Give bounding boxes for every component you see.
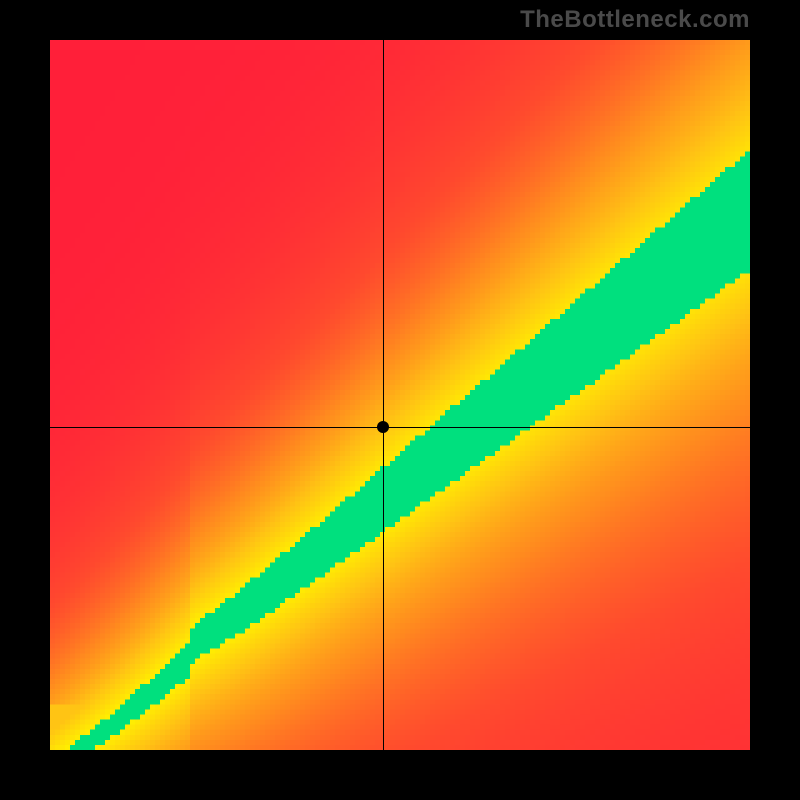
chart-frame	[50, 40, 750, 750]
watermark-text: TheBottleneck.com	[520, 6, 750, 34]
heatmap-plot	[50, 40, 750, 750]
crosshair-horizontal	[50, 427, 750, 428]
crosshair-vertical	[383, 40, 384, 750]
heatmap-canvas	[50, 40, 750, 750]
selection-marker	[377, 421, 389, 433]
